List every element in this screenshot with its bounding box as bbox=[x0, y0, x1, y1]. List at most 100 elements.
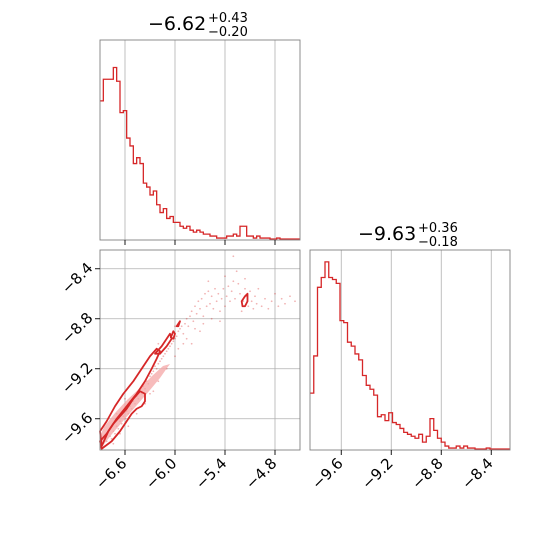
scatter-point-41 bbox=[172, 340, 175, 343]
scatter-point-36 bbox=[164, 352, 166, 355]
scatter-point-69 bbox=[219, 310, 221, 313]
scatter-point-114 bbox=[232, 255, 235, 258]
scatter-point-96 bbox=[270, 300, 273, 303]
scatter-point-52 bbox=[190, 310, 193, 313]
contour-3 bbox=[175, 320, 181, 328]
bl-xtick-label-3: −4.8 bbox=[242, 454, 280, 492]
scatter-point-32 bbox=[157, 362, 160, 365]
scatter-point-117 bbox=[207, 280, 210, 283]
title-bottom-right-plus: +0.36 bbox=[418, 221, 458, 236]
scatter-point-115 bbox=[244, 277, 246, 280]
scatter-point-57 bbox=[199, 307, 201, 310]
title-top-left-median: −6.62 bbox=[148, 13, 206, 35]
scatter-point-31 bbox=[155, 367, 158, 370]
scatter-point-102 bbox=[294, 300, 296, 303]
scatter-point-4 bbox=[110, 437, 113, 440]
title-top-left-plus: +0.43 bbox=[208, 11, 248, 26]
scatter-point-110 bbox=[174, 325, 176, 328]
scatter-point-123 bbox=[135, 412, 138, 415]
grid-bottom-left bbox=[100, 250, 300, 450]
bl-xtick-label-2: −5.4 bbox=[192, 454, 230, 492]
panel-bottom-right: −9.63 +0.36 −0.18 −9.6 −9.2 −8.8 −8.4 bbox=[308, 221, 511, 493]
scatter-point-48 bbox=[184, 322, 186, 325]
scatter-point-70 bbox=[220, 297, 223, 300]
scatter-point-86 bbox=[247, 305, 250, 308]
contours bbox=[99, 292, 249, 450]
scatter-point-109 bbox=[157, 342, 160, 345]
scatter-point-54 bbox=[194, 305, 196, 308]
scatter-point-126 bbox=[177, 347, 180, 350]
scatter-point-75 bbox=[229, 300, 231, 303]
frame-bottom-left bbox=[99, 249, 301, 451]
scatter-point-73 bbox=[225, 295, 228, 298]
scatter-point-100 bbox=[284, 302, 286, 305]
scatter-point-42 bbox=[174, 337, 176, 340]
ticks-bottom-right: −9.6 −9.2 −8.8 −8.4 bbox=[308, 450, 497, 493]
scatter-point-53 bbox=[192, 320, 195, 323]
scatter-point-125 bbox=[152, 390, 155, 393]
scatter-point-131 bbox=[219, 320, 221, 323]
scatter-point-120 bbox=[112, 442, 115, 445]
scatter-point-51 bbox=[189, 315, 191, 318]
scatter-point-107 bbox=[182, 342, 185, 345]
scatter-point-67 bbox=[215, 300, 218, 303]
scatter-point-79 bbox=[235, 270, 238, 273]
density-fill bbox=[100, 364, 170, 448]
contour-4 bbox=[240, 292, 249, 308]
contour-5 bbox=[169, 330, 176, 340]
title-bottom-right-median: −9.63 bbox=[358, 223, 416, 245]
scatter-point-62 bbox=[207, 290, 210, 293]
scatter-point-80 bbox=[237, 282, 240, 285]
scatter-point-64 bbox=[210, 295, 213, 298]
scatter-point-98 bbox=[277, 305, 280, 308]
scatter-point-50 bbox=[187, 325, 190, 328]
title-bottom-right: −9.63 +0.36 −0.18 bbox=[358, 221, 458, 250]
br-xtick-label-2: −8.8 bbox=[408, 454, 446, 492]
scatter-point-82 bbox=[240, 310, 243, 313]
bl-ytick-label-1: −8.8 bbox=[58, 309, 96, 347]
frame-bottom-right bbox=[309, 249, 511, 451]
scatter-point-89 bbox=[252, 307, 255, 310]
scatter-point-128 bbox=[194, 327, 196, 330]
bl-ytick-label-3: −9.6 bbox=[58, 409, 96, 447]
scatter-point-30 bbox=[154, 365, 156, 368]
scatter-point-10 bbox=[120, 422, 123, 425]
scatter-point-112 bbox=[199, 330, 201, 333]
br-xtick-label-0: −9.6 bbox=[308, 454, 346, 492]
scatter-point-61 bbox=[205, 305, 208, 308]
scatter-point-47 bbox=[182, 332, 185, 335]
scatter-point-81 bbox=[239, 292, 241, 295]
scatter-point-63 bbox=[209, 302, 211, 305]
panel-top-left: −6.62 +0.43 −0.20 bbox=[99, 11, 301, 245]
scatter-point-106 bbox=[174, 355, 176, 358]
scatter-point-37 bbox=[165, 350, 168, 353]
scatter-point-39 bbox=[169, 345, 171, 348]
scatter-point-56 bbox=[197, 300, 200, 303]
scatter-point-49 bbox=[185, 317, 188, 320]
scatter-point-34 bbox=[160, 357, 163, 360]
scatter-point-93 bbox=[260, 305, 263, 308]
frame-top-left bbox=[99, 39, 301, 241]
title-bottom-right-minus: −0.18 bbox=[418, 235, 458, 250]
scatter-point-118 bbox=[124, 397, 126, 400]
scatter-point-129 bbox=[202, 322, 205, 325]
scatter-point-130 bbox=[210, 317, 213, 320]
br-xtick-label-3: −8.4 bbox=[458, 454, 496, 492]
scatter-point-127 bbox=[185, 337, 188, 340]
scatter-point-71 bbox=[222, 287, 225, 290]
scatter-point-66 bbox=[214, 287, 216, 290]
bl-xtick-label-1: −6.0 bbox=[142, 454, 180, 492]
title-top-left-minus: −0.20 bbox=[208, 25, 248, 40]
scatter-point-116 bbox=[224, 275, 226, 278]
scatter-point-35 bbox=[162, 355, 165, 358]
scatter-point-28 bbox=[150, 372, 153, 375]
scatter-point-55 bbox=[195, 312, 198, 315]
scatter-point-94 bbox=[264, 297, 266, 300]
scatter-point-121 bbox=[119, 432, 121, 435]
scatter-point-43 bbox=[175, 335, 178, 338]
scatter-point-59 bbox=[202, 315, 205, 318]
scatter-point-88 bbox=[250, 300, 253, 303]
scatter-point-111 bbox=[190, 342, 193, 345]
scatter-point-77 bbox=[232, 280, 235, 283]
